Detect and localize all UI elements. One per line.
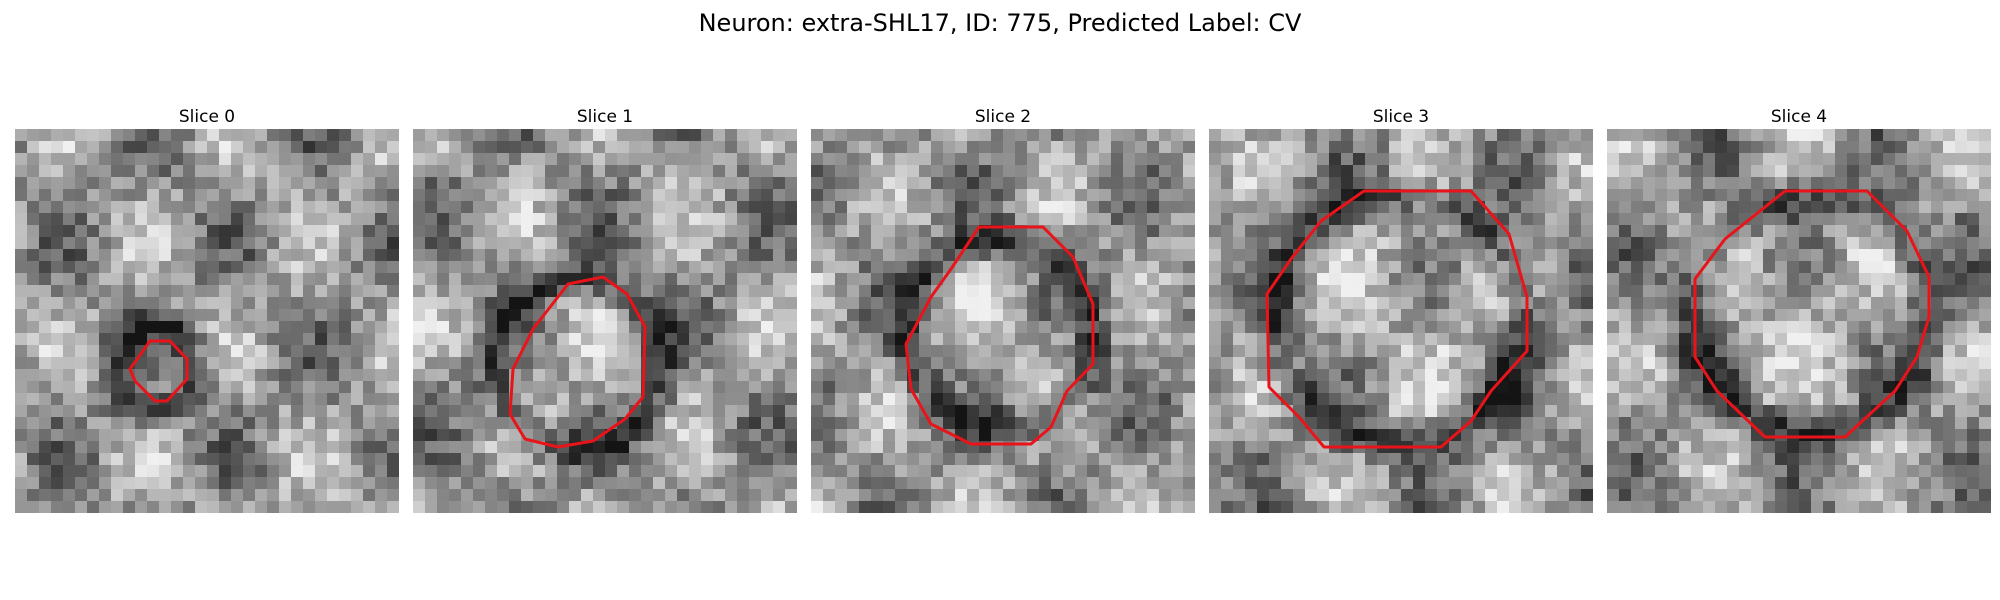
slice-title: Slice 1	[576, 107, 634, 127]
slice-grayscale-image	[811, 129, 1195, 513]
slice-image	[1209, 129, 1593, 513]
slice-title: Slice 3	[1372, 107, 1430, 127]
pixel-grid	[1607, 129, 1991, 513]
contour-outline	[1693, 189, 1931, 439]
slice-image	[15, 129, 399, 513]
pixel-grid	[1209, 129, 1593, 513]
contour-outline	[1265, 189, 1529, 449]
slice-panel-3: Slice 3	[1209, 107, 1593, 513]
slice-title: Slice 4	[1770, 107, 1828, 127]
contour-outline	[508, 275, 647, 449]
pixel-grid	[413, 129, 797, 513]
contour-outline	[904, 225, 1095, 446]
slice-panel-1: Slice 1	[413, 107, 797, 513]
slice-grayscale-image	[413, 129, 797, 513]
slice-title: Slice 2	[974, 107, 1032, 127]
figure-title: Neuron: extra-SHL17, ID: 775, Predicted …	[698, 9, 1302, 37]
slice-panel-2: Slice 2	[811, 107, 1195, 513]
slice-grayscale-image	[1607, 129, 1991, 513]
slice-title: Slice 0	[178, 107, 236, 127]
slice-panel-0: Slice 0	[15, 107, 399, 513]
slice-image	[811, 129, 1195, 513]
slice-grayscale-image	[15, 129, 399, 513]
pixel-grid	[811, 129, 1195, 513]
pixel-grid	[15, 129, 399, 513]
slice-image	[413, 129, 797, 513]
slice-grayscale-image	[1209, 129, 1593, 513]
slice-panel-4: Slice 4	[1607, 107, 1991, 513]
slice-image	[1607, 129, 1991, 513]
contour-outline	[128, 339, 189, 403]
